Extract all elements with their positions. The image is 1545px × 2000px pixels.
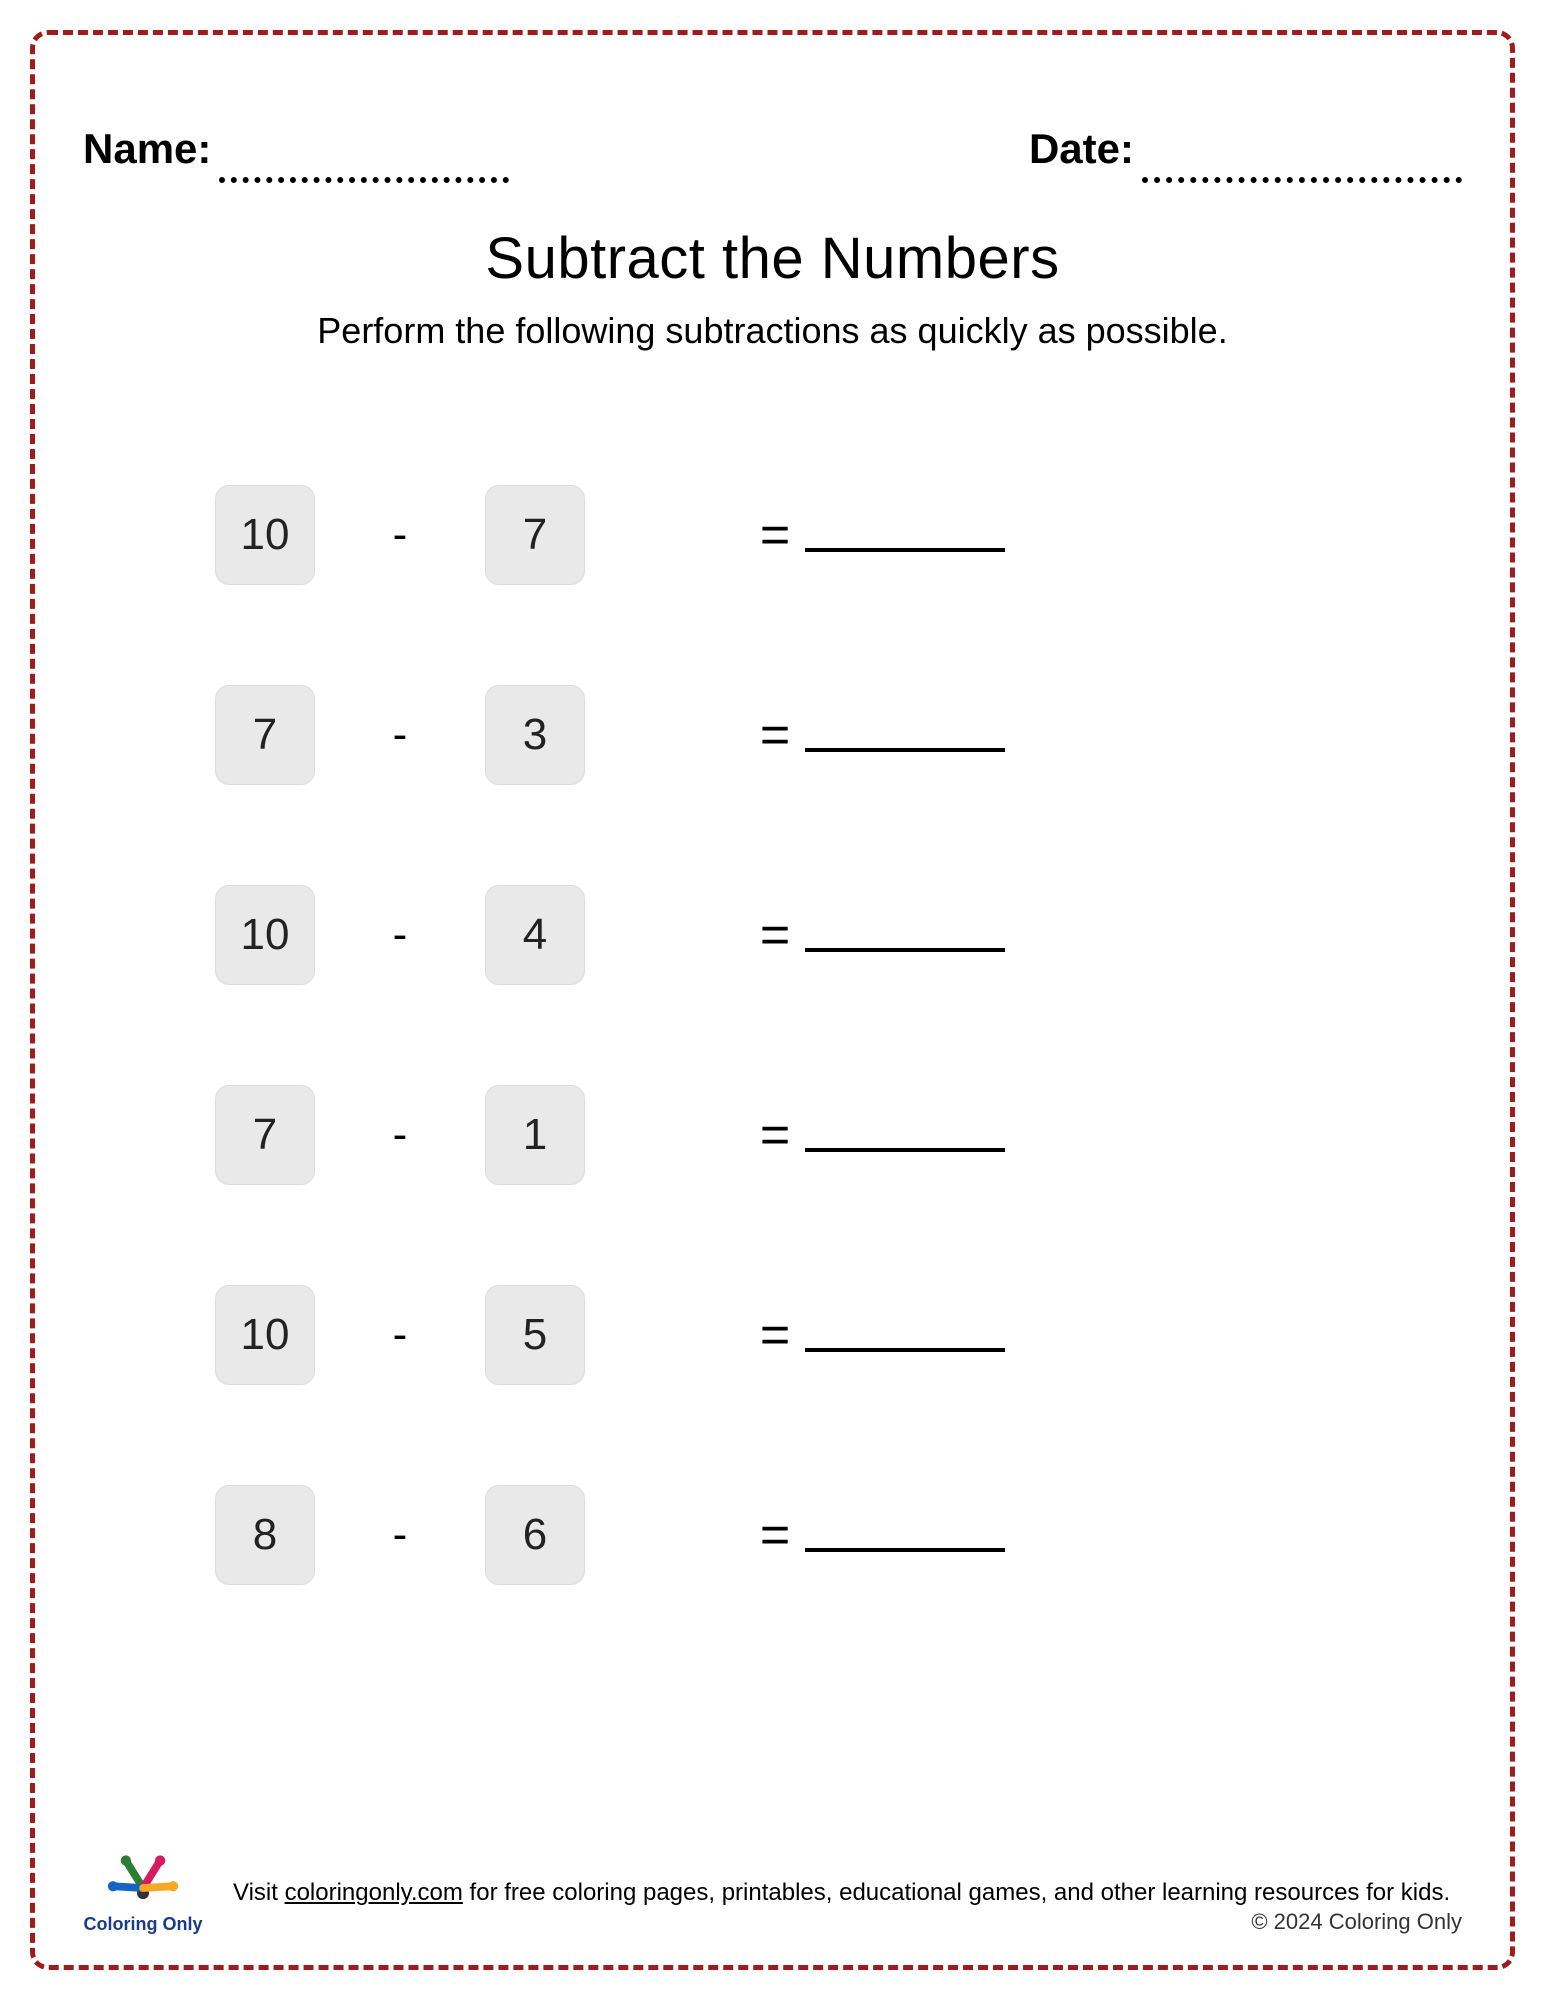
page-title: Subtract the Numbers	[35, 225, 1510, 292]
minus-sign: -	[393, 910, 408, 960]
name-blank[interactable]	[219, 177, 509, 183]
date-label: Date:	[1029, 125, 1134, 173]
answer-blank[interactable]	[805, 748, 1005, 752]
equals-sign: =	[760, 505, 790, 565]
name-label: Name:	[83, 125, 211, 173]
answer-blank[interactable]	[805, 1348, 1005, 1352]
minus-sign: -	[393, 710, 408, 760]
date-blank[interactable]	[1142, 177, 1462, 183]
problem-row: 10 - 7 =	[205, 435, 1340, 635]
header-row: Name: Date:	[83, 125, 1462, 173]
problem-row: 7 - 1 =	[205, 1035, 1340, 1235]
footer-pre: Visit	[233, 1879, 285, 1906]
problem-row: 10 - 4 =	[205, 835, 1340, 1035]
minus-sign: -	[393, 510, 408, 560]
problem-row: 8 - 6 =	[205, 1435, 1340, 1635]
operand-b: 4	[485, 885, 585, 985]
footer-link[interactable]: coloringonly.com	[285, 1879, 463, 1906]
equals-sign: =	[760, 1105, 790, 1165]
answer-blank[interactable]	[805, 548, 1005, 552]
name-field: Name:	[83, 125, 509, 173]
operand-b: 1	[485, 1085, 585, 1185]
logo-text: Coloring Only	[83, 1914, 203, 1935]
operand-a: 7	[215, 1085, 315, 1185]
equals-sign: =	[760, 1305, 790, 1365]
operand-b: 7	[485, 485, 585, 585]
problem-row: 7 - 3 =	[205, 635, 1340, 835]
date-field: Date:	[1029, 125, 1462, 173]
answer-blank[interactable]	[805, 1148, 1005, 1152]
worksheet-page: Name: Date: Subtract the Numbers Perform…	[30, 30, 1515, 1970]
minus-sign: -	[393, 1310, 408, 1360]
answer-blank[interactable]	[805, 948, 1005, 952]
operand-a: 10	[215, 1285, 315, 1385]
problems-list: 10 - 7 = 7 - 3 = 10 - 4 = 7 - 1	[205, 435, 1340, 1635]
answer-blank[interactable]	[805, 1548, 1005, 1552]
minus-sign: -	[393, 1510, 408, 1560]
operand-a: 7	[215, 685, 315, 785]
operand-b: 6	[485, 1485, 585, 1585]
logo-icon	[98, 1852, 188, 1912]
operand-a: 10	[215, 885, 315, 985]
operand-a: 10	[215, 485, 315, 585]
equals-sign: =	[760, 905, 790, 965]
operand-b: 3	[485, 685, 585, 785]
logo: Coloring Only	[83, 1852, 203, 1935]
problem-row: 10 - 5 =	[205, 1235, 1340, 1435]
operand-b: 5	[485, 1285, 585, 1385]
copyright: © 2024 Coloring Only	[1251, 1909, 1462, 1935]
operand-a: 8	[215, 1485, 315, 1585]
footer-text: Visit coloringonly.com for free coloring…	[233, 1877, 1462, 1909]
equals-sign: =	[760, 1505, 790, 1565]
minus-sign: -	[393, 1110, 408, 1160]
instructions-text: Perform the following subtractions as qu…	[35, 310, 1510, 352]
footer-post: for free coloring pages, printables, edu…	[463, 1879, 1450, 1906]
equals-sign: =	[760, 705, 790, 765]
